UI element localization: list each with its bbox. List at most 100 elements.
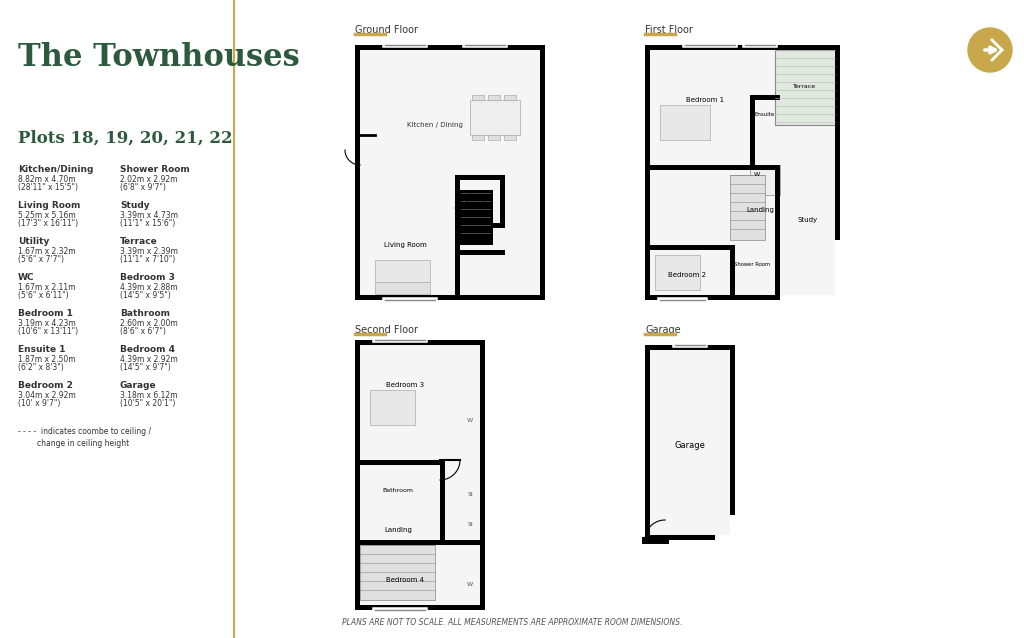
Text: 8.82m x 4.70m: 8.82m x 4.70m bbox=[18, 175, 76, 184]
Text: W: W bbox=[467, 582, 473, 588]
Bar bbox=[440, 460, 445, 540]
Bar bbox=[461, 193, 490, 242]
Text: (17'3" x 16'11"): (17'3" x 16'11") bbox=[18, 219, 78, 228]
Text: First Floor: First Floor bbox=[645, 25, 693, 35]
Text: 3.39m x 4.73m: 3.39m x 4.73m bbox=[120, 211, 178, 220]
Text: 3.04m x 2.92m: 3.04m x 2.92m bbox=[18, 391, 76, 400]
Text: (6'2" x 8'3"): (6'2" x 8'3") bbox=[18, 363, 63, 372]
Text: 4.39m x 2.88m: 4.39m x 2.88m bbox=[120, 283, 177, 292]
Bar bbox=[500, 175, 505, 225]
Bar bbox=[650, 350, 730, 535]
Text: W: W bbox=[467, 417, 473, 422]
Bar bbox=[470, 100, 520, 135]
Text: Landing: Landing bbox=[746, 207, 774, 213]
Bar bbox=[660, 105, 710, 140]
Bar bbox=[488, 95, 500, 100]
Text: St: St bbox=[467, 493, 473, 498]
Bar bbox=[775, 165, 780, 295]
Bar bbox=[645, 45, 650, 300]
Text: 2.60m x 2.00m: 2.60m x 2.00m bbox=[120, 319, 178, 328]
Text: Landing: Landing bbox=[384, 527, 412, 533]
Bar bbox=[775, 50, 835, 125]
Text: Bedroom 3: Bedroom 3 bbox=[386, 382, 424, 388]
Bar bbox=[472, 95, 484, 100]
Text: Ensuite 1: Ensuite 1 bbox=[18, 345, 66, 354]
Bar bbox=[355, 295, 545, 300]
Text: Terrace: Terrace bbox=[794, 84, 816, 89]
Text: 4.39m x 2.92m: 4.39m x 2.92m bbox=[120, 355, 178, 364]
Text: The Townhouses: The Townhouses bbox=[18, 42, 300, 73]
Text: St: St bbox=[467, 523, 473, 528]
Bar bbox=[480, 340, 485, 610]
Bar bbox=[645, 245, 730, 250]
Bar bbox=[455, 175, 460, 300]
Text: Utility: Utility bbox=[469, 198, 487, 202]
Text: Terrace: Terrace bbox=[120, 237, 158, 246]
Text: Plots 18, 19, 20, 21, 22: Plots 18, 19, 20, 21, 22 bbox=[18, 130, 232, 147]
Bar bbox=[355, 540, 485, 545]
Bar bbox=[488, 135, 500, 140]
Text: Bedroom 1: Bedroom 1 bbox=[686, 97, 724, 103]
Bar bbox=[355, 340, 485, 345]
Text: Bathroom: Bathroom bbox=[383, 487, 414, 493]
Bar bbox=[645, 345, 735, 350]
Text: Kitchen / Dining: Kitchen / Dining bbox=[408, 122, 463, 128]
Text: Shower Room: Shower Room bbox=[734, 262, 770, 267]
Text: (10'5" x 20'1"): (10'5" x 20'1") bbox=[120, 399, 175, 408]
Text: Garage: Garage bbox=[675, 440, 706, 450]
Text: Shower Room: Shower Room bbox=[120, 165, 189, 174]
Text: Bedroom 2: Bedroom 2 bbox=[18, 381, 73, 390]
Text: Bathroom: Bathroom bbox=[120, 309, 170, 318]
Text: (5'6" x 6'11"): (5'6" x 6'11") bbox=[18, 291, 69, 300]
Bar bbox=[504, 135, 516, 140]
Text: (11'1" x 7'10"): (11'1" x 7'10") bbox=[120, 255, 175, 264]
Text: Living Room: Living Room bbox=[18, 201, 80, 210]
Text: (11'1" x 15'6"): (11'1" x 15'6") bbox=[120, 219, 175, 228]
Text: Second Floor: Second Floor bbox=[355, 325, 418, 335]
Bar bbox=[375, 260, 430, 282]
Text: 1.87m x 2.50m: 1.87m x 2.50m bbox=[18, 355, 76, 364]
Text: Bedroom 2: Bedroom 2 bbox=[668, 272, 706, 278]
Bar bbox=[750, 165, 780, 195]
Text: Ground Floor: Ground Floor bbox=[355, 25, 418, 35]
Bar bbox=[650, 50, 835, 295]
Text: 2.02m x 2.92m: 2.02m x 2.92m bbox=[120, 175, 177, 184]
Text: Study: Study bbox=[798, 217, 818, 223]
Text: Bedroom 4: Bedroom 4 bbox=[120, 345, 175, 354]
Bar bbox=[655, 255, 700, 290]
Text: (10' x 9'7"): (10' x 9'7") bbox=[18, 399, 60, 408]
Text: (8'6" x 6'7"): (8'6" x 6'7") bbox=[120, 327, 166, 336]
Text: Garage: Garage bbox=[120, 381, 157, 390]
Bar bbox=[370, 390, 415, 425]
Text: - - - -: - - - - bbox=[18, 427, 39, 436]
Text: 3.19m x 4.23m: 3.19m x 4.23m bbox=[18, 319, 76, 328]
Bar bbox=[360, 345, 480, 605]
Text: (10'6" x 13'11"): (10'6" x 13'11") bbox=[18, 327, 78, 336]
Bar bbox=[455, 175, 505, 180]
Text: Kitchen/Dining: Kitchen/Dining bbox=[18, 165, 93, 174]
Text: (14'5" x 9'7"): (14'5" x 9'7") bbox=[120, 363, 171, 372]
Text: W: W bbox=[754, 172, 760, 177]
Bar bbox=[750, 95, 755, 165]
Text: Study: Study bbox=[120, 201, 150, 210]
Bar bbox=[730, 175, 765, 240]
Text: - - - -  indicates coombe to ceiling /
        change in ceiling height: - - - - indicates coombe to ceiling / ch… bbox=[18, 427, 152, 449]
Bar bbox=[360, 50, 540, 295]
Text: 3.18m x 6.12m: 3.18m x 6.12m bbox=[120, 391, 177, 400]
Circle shape bbox=[968, 28, 1012, 72]
Bar bbox=[730, 345, 735, 515]
Text: Hall: Hall bbox=[463, 218, 475, 223]
Text: Utility: Utility bbox=[18, 237, 49, 246]
Bar bbox=[455, 250, 505, 255]
Text: 3.39m x 2.39m: 3.39m x 2.39m bbox=[120, 247, 178, 256]
Bar bbox=[455, 223, 505, 228]
Text: Bedroom 3: Bedroom 3 bbox=[120, 273, 175, 282]
Bar bbox=[355, 460, 440, 465]
Text: WC: WC bbox=[18, 273, 35, 282]
Text: Bedroom 4: Bedroom 4 bbox=[386, 577, 424, 583]
Text: 1.67m x 2.11m: 1.67m x 2.11m bbox=[18, 283, 76, 292]
Bar bbox=[472, 135, 484, 140]
Text: Bedroom 1: Bedroom 1 bbox=[18, 309, 73, 318]
Bar bbox=[458, 190, 493, 245]
Text: Garage: Garage bbox=[645, 325, 681, 335]
